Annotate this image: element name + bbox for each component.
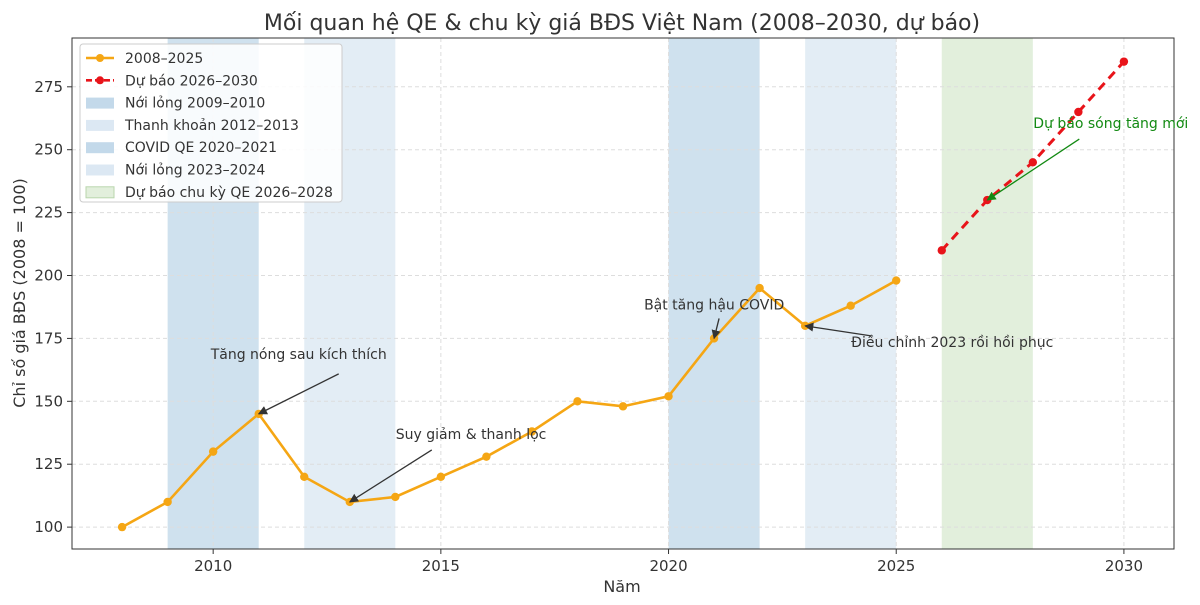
span-4 (941, 38, 1033, 549)
data-point (755, 283, 764, 293)
legend-label: Nới lỏng 2009–2010 (125, 96, 265, 112)
legend-label: Dự báo chu kỳ QE 2026–2028 (125, 185, 333, 201)
y-tick-label: 100 (34, 518, 63, 536)
data-point (482, 452, 491, 461)
data-point (391, 492, 400, 502)
legend-marker (96, 54, 104, 62)
annotation-text: Bật tăng hậu COVID (644, 297, 784, 313)
data-point (573, 397, 582, 406)
data-point (1028, 158, 1038, 167)
annotation-arrow (257, 373, 339, 415)
data-point (846, 301, 855, 310)
y-tick-label: 200 (34, 267, 63, 285)
data-point (664, 392, 673, 401)
x-tick-label: 2020 (649, 557, 687, 575)
y-axis-label: Chỉ số giá BĐS (2008 = 100) (10, 178, 29, 407)
data-point (436, 472, 446, 481)
span-3 (805, 38, 897, 549)
data-point (1074, 107, 1083, 117)
series-line-0 (121, 279, 897, 529)
y-tick-label: 225 (34, 204, 63, 222)
legend-label: Dự báo 2026–2030 (125, 73, 258, 89)
data-point (163, 497, 172, 507)
legend (79, 43, 343, 203)
data-point (208, 447, 218, 456)
y-tick-label: 125 (34, 455, 63, 473)
data-point (618, 402, 628, 411)
x-tick-label: 2015 (422, 557, 460, 575)
span-2 (668, 38, 760, 549)
y-tick-label: 150 (34, 392, 63, 410)
legend-swatch (86, 97, 114, 109)
data-point (300, 472, 309, 481)
y-tick-label: 250 (34, 141, 63, 159)
x-tick-label: 2030 (1105, 557, 1143, 575)
annotation-arrow (986, 138, 1080, 201)
data-point (892, 276, 901, 285)
y-tick-label: 175 (34, 329, 63, 347)
legend-swatch (86, 164, 114, 176)
annotation-text: Tăng nóng sau kích thích (210, 347, 387, 363)
plot-frame (71, 37, 1175, 550)
legend-swatch (85, 186, 115, 199)
annotation-arrow (349, 449, 433, 503)
x-axis-label: Năm (603, 577, 640, 596)
legend-label: COVID QE 2020–2021 (125, 140, 277, 156)
legend-label: 2008–2025 (125, 51, 203, 67)
data-point (527, 427, 537, 436)
annotation-text: Dự báo sóng tăng mới (1033, 116, 1188, 132)
chart-title: Mối quan hệ QE & chu kỳ giá BĐS Việt Nam… (264, 11, 980, 36)
data-point (937, 246, 946, 255)
legend-swatch (86, 142, 114, 154)
y-tick-label: 275 (34, 78, 63, 96)
x-tick-label: 2025 (877, 557, 915, 575)
annotation-arrow (711, 318, 721, 340)
x-tick-label: 2010 (194, 557, 232, 575)
annotation-text: Điều chỉnh 2023 rồi hồi phục (851, 334, 1053, 351)
legend-label: Nới lỏng 2023–2024 (125, 163, 265, 179)
legend-marker (96, 76, 104, 85)
annotation-text: Suy giảm & thanh lọc (396, 427, 547, 443)
data-point (117, 522, 127, 532)
annotation-arrow (804, 322, 872, 337)
legend-label: Thanh khoản 2012–2013 (124, 118, 299, 134)
data-point (1119, 57, 1129, 66)
legend-swatch (86, 119, 114, 131)
